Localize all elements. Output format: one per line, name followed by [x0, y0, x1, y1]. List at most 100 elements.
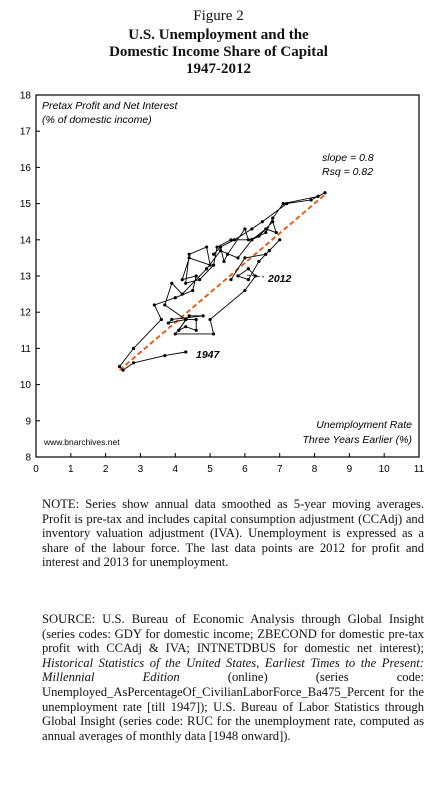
y-tick-label-12: 12 [20, 308, 32, 319]
y-tick-label-16: 16 [20, 163, 32, 174]
data-point [180, 278, 184, 282]
x-tick-label-6: 6 [242, 464, 248, 475]
note-text: NOTE: Series show annual data smoothed a… [42, 497, 424, 570]
data-point [257, 234, 261, 238]
data-point [246, 238, 250, 242]
x-axis-label-line-1: Unemployment Rate [316, 419, 412, 431]
data-point [201, 314, 205, 318]
data-point [163, 303, 167, 307]
data-point [170, 317, 174, 322]
data-point [180, 292, 184, 296]
x-tick-label-1: 1 [68, 464, 74, 475]
data-point [264, 227, 268, 231]
data-series-line [119, 192, 326, 371]
data-point [250, 238, 254, 242]
data-point [253, 274, 257, 278]
data-point [177, 328, 181, 332]
data-point [121, 368, 125, 372]
data-point [264, 252, 268, 256]
data-point [208, 317, 212, 322]
data-point [236, 274, 240, 278]
data-point [267, 249, 271, 253]
data-point [246, 267, 250, 271]
data-point [243, 256, 247, 260]
data-point [271, 216, 275, 220]
annotation-2012: 2012 [267, 273, 292, 285]
data-point [194, 274, 198, 278]
data-point [208, 263, 212, 267]
data-point [173, 332, 177, 336]
y-axis-label-line-1: Pretax Profit and Net Interest [42, 100, 178, 112]
y-tick-label-8: 8 [25, 453, 31, 464]
x-tick-label-0: 0 [33, 464, 39, 475]
data-point [205, 245, 209, 249]
rsq-stat: Rsq = 0.82 [322, 166, 373, 178]
x-axis-label-line-2: Three Years Earlier (%) [302, 434, 412, 446]
x-tick-label-2: 2 [103, 464, 109, 475]
data-point [205, 267, 209, 271]
trend-line [118, 193, 326, 371]
y-tick-label-15: 15 [20, 199, 32, 210]
y-tick-label-18: 18 [20, 91, 32, 102]
data-point [316, 194, 320, 198]
x-tick-label-9: 9 [347, 464, 353, 475]
data-point [236, 256, 240, 260]
data-point [243, 288, 247, 293]
data-point [260, 220, 264, 224]
data-point [281, 202, 285, 206]
y-tick-label-10: 10 [20, 380, 32, 391]
data-point [211, 252, 216, 256]
data-point [271, 220, 275, 224]
data-point [222, 259, 226, 264]
x-tick-label-8: 8 [312, 464, 318, 475]
data-point [278, 238, 282, 242]
x-tick-label-11: 11 [414, 464, 425, 475]
data-point [184, 325, 188, 329]
trend-line-group [118, 193, 326, 371]
data-point [184, 281, 188, 285]
data-point [285, 202, 289, 206]
data-point [264, 230, 268, 235]
data-point [117, 364, 122, 369]
data-point [274, 230, 278, 235]
data-point [194, 317, 198, 322]
x-tick-label-3: 3 [138, 464, 144, 475]
data-point [131, 346, 136, 350]
y-tick-label-14: 14 [20, 235, 32, 246]
data-point [166, 321, 170, 325]
figure-label: Figure 2 [193, 8, 244, 24]
data-point [225, 252, 230, 256]
chart-title-line-3: 1947-2012 [186, 61, 251, 77]
data-series-group [117, 191, 327, 372]
chart-title-line-1: U.S. Unemployment and the [128, 27, 309, 43]
data-point [159, 317, 163, 322]
data-point [229, 238, 233, 242]
data-point [198, 278, 202, 282]
data-point [257, 259, 261, 264]
data-point [246, 278, 250, 282]
annotation-1947: 1947 [196, 349, 221, 361]
x-tick-label-5: 5 [207, 464, 213, 475]
y-tick-label-13: 13 [20, 272, 32, 283]
chart-title-line-2: Domestic Income Share of Capital [109, 44, 328, 60]
data-point [218, 249, 223, 253]
data-point [173, 296, 177, 300]
data-point [215, 245, 219, 249]
data-point [211, 332, 216, 336]
data-point [229, 278, 233, 282]
watermark: www.bnarchives.net [43, 437, 120, 447]
data-point [309, 198, 313, 202]
data-point [187, 314, 191, 318]
data-point [152, 303, 156, 307]
data-point [323, 191, 327, 195]
data-point [191, 288, 195, 293]
data-point [170, 281, 174, 285]
data-point [211, 263, 216, 267]
data-point [218, 245, 223, 249]
data-point [187, 256, 191, 260]
data-point [131, 361, 136, 365]
y-tick-label-17: 17 [20, 127, 32, 138]
y-tick-label-11: 11 [21, 344, 32, 355]
slope-stat: slope = 0.8 [322, 152, 374, 164]
x-tick-label-4: 4 [172, 464, 178, 475]
